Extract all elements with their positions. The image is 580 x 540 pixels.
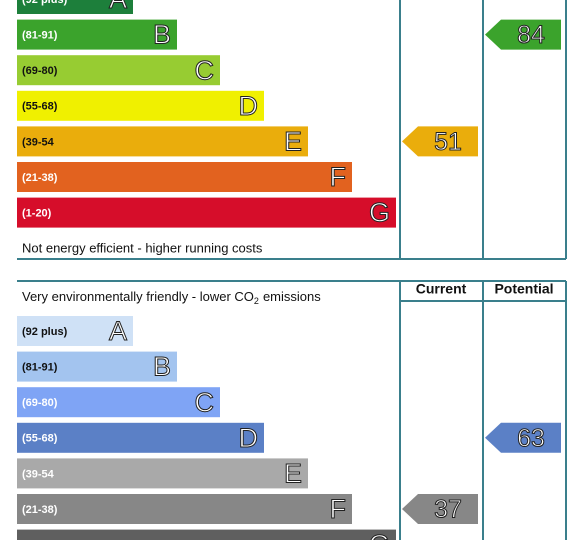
band-range: (1-20) <box>22 208 52 220</box>
rating-arrow <box>485 422 561 453</box>
rating-band <box>17 162 352 192</box>
rating-band <box>17 458 308 489</box>
rating-band <box>17 316 133 346</box>
rating-band <box>17 0 133 14</box>
band-range: (81-91) <box>22 362 58 374</box>
band-range: (92 plus) <box>22 326 68 338</box>
band-range: (21-38) <box>22 172 58 184</box>
frames <box>17 0 567 540</box>
rating-band <box>17 126 308 157</box>
band-letter: G <box>369 198 390 228</box>
band-letter: A <box>109 0 127 14</box>
rating-band <box>17 55 220 86</box>
band-letter: F <box>330 494 347 524</box>
rating-value: 84 <box>517 21 545 49</box>
band-letter: D <box>239 423 259 453</box>
rating-band <box>17 387 220 418</box>
rating-band <box>17 90 264 121</box>
band-range: (39-54 <box>22 468 55 480</box>
rating-band <box>17 19 177 50</box>
rating-band <box>17 422 264 453</box>
band-letter: D <box>239 91 259 121</box>
rating-arrow <box>485 19 561 50</box>
rating-value: 37 <box>434 496 462 524</box>
panel-title: Very environmentally friendly - lower CO… <box>22 289 321 306</box>
rating-band <box>17 529 396 540</box>
band-range: (69-80) <box>22 65 58 77</box>
subscript: 2 <box>254 296 259 306</box>
rating-value: 51 <box>434 128 462 156</box>
band-letter: F <box>330 162 347 192</box>
band-range: (21-38) <box>22 504 58 516</box>
column-header: Current <box>416 281 467 297</box>
note: Not energy efficient - higher running co… <box>22 240 263 255</box>
band-range: (69-80) <box>22 397 58 409</box>
band-letter: B <box>153 20 171 50</box>
band-range: (55-68) <box>22 433 58 445</box>
band-letter: G <box>369 530 390 540</box>
rating-band <box>17 197 396 228</box>
rating-arrow <box>402 126 478 157</box>
rating-band <box>17 494 352 524</box>
band-range: (39-54 <box>22 136 55 148</box>
title-part: emissions <box>263 289 321 304</box>
rating-arrow <box>402 494 478 524</box>
column-header: Potential <box>494 281 553 297</box>
band-range: (92 plus) <box>22 0 68 6</box>
band-letter: C <box>195 387 215 417</box>
band-letter: B <box>153 352 171 382</box>
band-letter: E <box>284 127 302 157</box>
band-letter: C <box>195 55 215 85</box>
band-range: (55-68) <box>22 101 58 113</box>
band-letter: A <box>109 316 127 346</box>
title-part: Very environmentally friendly - lower CO <box>22 289 254 304</box>
rating-value: 63 <box>517 424 545 452</box>
band-letter: E <box>284 459 302 489</box>
band-range: (81-91) <box>22 30 58 42</box>
rating-band <box>17 351 177 382</box>
